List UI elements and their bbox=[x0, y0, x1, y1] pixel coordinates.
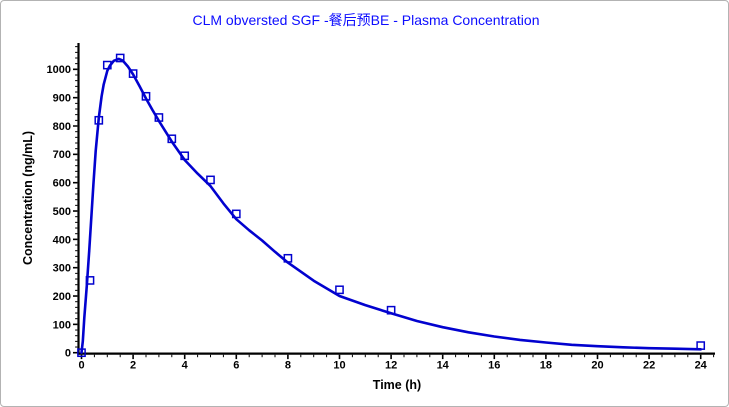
data-point-marker bbox=[94, 115, 104, 125]
x-tick-label: 0 bbox=[78, 360, 84, 372]
y-tick-label: 100 bbox=[53, 319, 71, 331]
data-point-marker bbox=[102, 60, 112, 70]
x-tick-label: 6 bbox=[233, 360, 239, 372]
data-point-marker bbox=[115, 53, 125, 63]
tick-labels: 0 2 4 6 8 10 12 14 16 18 20 22 240100200300400500600… bbox=[47, 64, 708, 371]
data-point-marker bbox=[231, 209, 241, 219]
x-tick-label: 18 bbox=[540, 360, 552, 372]
x-tick-label: 20 bbox=[591, 360, 603, 372]
data-point-marker bbox=[386, 305, 396, 315]
y-tick-label: 800 bbox=[53, 121, 71, 133]
data-point-marker bbox=[85, 276, 95, 285]
y-tick-label: 700 bbox=[53, 149, 71, 161]
chart-title: CLM obversted SGF -餐后预BE - Plasma Concen… bbox=[192, 12, 539, 28]
x-tick-label: 2 bbox=[130, 360, 136, 372]
data-point-marker bbox=[335, 285, 344, 295]
data-point-marker bbox=[154, 113, 164, 122]
data-point-marker bbox=[77, 348, 86, 358]
data-point-marker bbox=[141, 91, 151, 101]
observed-points bbox=[77, 53, 706, 358]
data-point-marker bbox=[180, 151, 190, 161]
predicted-curve bbox=[80, 57, 702, 354]
y-tick-label: 400 bbox=[53, 234, 71, 246]
data-point-marker bbox=[206, 175, 215, 185]
y-tick-label: 300 bbox=[53, 263, 71, 275]
data-point-marker bbox=[283, 253, 293, 263]
y-tick-label: 500 bbox=[53, 206, 71, 218]
x-tick-label: 14 bbox=[437, 360, 450, 372]
data-point-marker bbox=[696, 341, 706, 350]
predicted-curve-path bbox=[80, 57, 702, 354]
x-tick-label: 12 bbox=[385, 360, 397, 372]
data-point-marker bbox=[167, 134, 177, 144]
y-tick-label: 0 bbox=[65, 348, 71, 360]
x-tick-label: 4 bbox=[182, 360, 189, 372]
axes bbox=[73, 43, 715, 360]
x-axis-title: Time (h) bbox=[373, 378, 421, 392]
y-tick-label: 1000 bbox=[47, 64, 71, 76]
y-tick-label: 200 bbox=[53, 291, 71, 303]
y-tick-label: 600 bbox=[53, 178, 71, 190]
y-tick-label: 900 bbox=[53, 93, 71, 105]
x-tick-label: 16 bbox=[488, 360, 500, 372]
x-tick-label: 22 bbox=[643, 360, 655, 372]
x-tick-label: 10 bbox=[333, 360, 345, 372]
data-point-marker bbox=[128, 69, 138, 78]
x-tick-label: 24 bbox=[695, 360, 708, 372]
x-tick-label: 8 bbox=[285, 360, 291, 372]
y-axis-title: Concentration (ng/mL) bbox=[21, 131, 35, 265]
